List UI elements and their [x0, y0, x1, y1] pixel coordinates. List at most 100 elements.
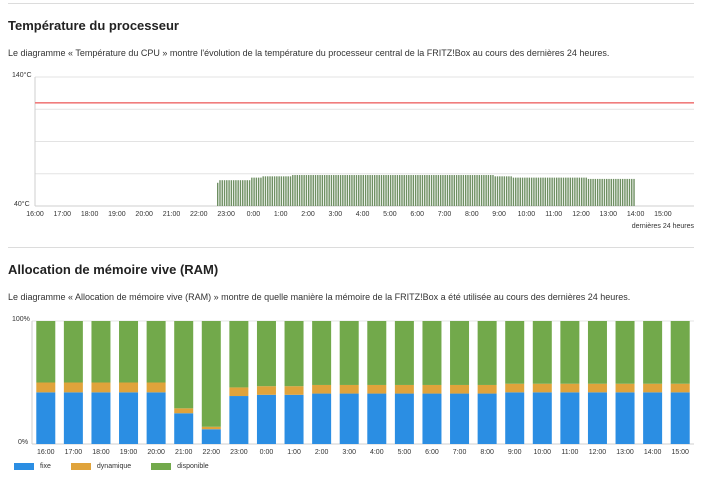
ram-bar-dynamique	[587, 383, 607, 393]
cpu-temp-bar	[348, 175, 351, 206]
cpu-temp-bar	[373, 175, 376, 206]
ram-section-description: Le diagramme « Allocation de mémoire viv…	[8, 292, 631, 302]
cpu-temp-bar	[298, 175, 301, 206]
cpu-temp-bar	[424, 175, 426, 206]
ram-bar-dynamique	[505, 383, 525, 393]
ram-bar-disponible	[312, 321, 332, 385]
cpu-temp-bar	[355, 175, 358, 206]
cpu-temp-bar	[369, 175, 371, 206]
cpu-x-tick-label: 21:00	[162, 211, 181, 218]
cpu-temp-bar	[540, 177, 542, 206]
ram-bar-disponible	[146, 321, 166, 383]
cpu-x-tick-label: 23:00	[217, 211, 235, 218]
cpu-temp-bar	[362, 175, 364, 206]
ram-bar-disponible	[284, 321, 304, 387]
cpu-temp-bar	[319, 175, 321, 206]
cpu-x-tick-label: 4:00	[355, 211, 370, 218]
cpu-temp-bar	[492, 175, 494, 206]
cpu-temp-bar	[537, 177, 540, 206]
ram-x-tick-label: 0:00	[259, 449, 274, 456]
cpu-temp-bar	[494, 176, 496, 206]
cpu-temp-bar	[439, 175, 442, 206]
cpu-section-title: Température du processeur	[8, 18, 179, 33]
cpu-temp-bar	[617, 178, 619, 206]
cpu-temp-bar	[601, 178, 603, 206]
cpu-temp-bar	[312, 175, 314, 206]
cpu-temp-bar	[267, 176, 269, 206]
cpu-temp-bar	[353, 175, 355, 206]
cpu-temp-bar	[487, 175, 490, 206]
ram-section-title: Allocation de mémoire vive (RAM)	[8, 262, 219, 277]
ram-bar-dynamique	[119, 382, 139, 393]
ram-x-tick-label: 14:00	[643, 449, 662, 456]
cpu-temp-bar	[535, 177, 537, 206]
cpu-temp-bar	[333, 175, 335, 206]
cpu-temp-bar	[408, 175, 410, 206]
cpu-x-tick-label: 5:00	[383, 211, 397, 218]
cpu-temp-bar	[592, 178, 594, 206]
legend-swatch-disponible	[151, 463, 172, 470]
ram-bar-disponible	[615, 321, 635, 384]
ram-bar-fixe	[146, 392, 166, 444]
cpu-x-tick-label: 1:00	[273, 211, 288, 218]
ram-x-tick-label: 23:00	[230, 449, 248, 456]
cpu-period-label: dernières 24 heures	[631, 223, 694, 230]
cpu-temp-bar	[585, 177, 587, 206]
ram-bar-disponible	[643, 321, 663, 384]
cpu-temp-bar	[301, 175, 303, 206]
ram-bar-disponible	[532, 321, 552, 384]
cpu-temp-bar	[503, 176, 506, 206]
ram-x-tick-label: 9:00	[507, 449, 522, 456]
cpu-temp-bar	[501, 176, 503, 206]
ram-bar-disponible	[256, 321, 276, 387]
cpu-temp-bar	[610, 178, 612, 206]
cpu-temp-bar	[446, 175, 449, 206]
cpu-temp-bar	[335, 175, 337, 206]
cpu-temp-bar	[328, 175, 330, 206]
cpu-temp-bar	[444, 175, 446, 206]
ram-bar-fixe	[91, 392, 111, 444]
cpu-temp-bar	[242, 180, 244, 206]
ram-x-tick-label: 5:00	[397, 449, 412, 456]
ram-bar-disponible	[477, 321, 497, 385]
legend-item-disponible: disponible	[151, 463, 209, 470]
cpu-temp-bar	[292, 175, 294, 206]
cpu-temp-bar	[449, 175, 451, 206]
cpu-temp-bar	[478, 175, 481, 206]
ram-bar-dynamique	[643, 383, 663, 393]
cpu-temp-bar	[294, 175, 296, 206]
cpu-temp-bar	[571, 177, 574, 206]
cpu-temp-bar	[628, 178, 631, 206]
ram-legend: fixe dynamique disponible	[14, 463, 229, 470]
cpu-temp-bar	[530, 177, 533, 206]
cpu-x-tick-label: 12:00	[572, 211, 590, 218]
cpu-x-tick-label: 16:00	[26, 211, 44, 218]
cpu-temp-bar	[239, 180, 242, 206]
ram-bar-disponible	[587, 321, 607, 384]
cpu-temp-bar	[248, 180, 251, 206]
cpu-temp-bar	[280, 176, 283, 206]
cpu-temp-bar	[603, 178, 606, 206]
cpu-temp-bar	[455, 175, 458, 206]
cpu-temp-bar	[392, 175, 394, 206]
ram-x-tick-label: 11:00	[561, 449, 579, 456]
cpu-temp-bar	[567, 177, 569, 206]
cpu-temp-bar	[553, 177, 556, 206]
ram-bar-disponible	[367, 321, 387, 385]
cpu-temp-bar	[246, 180, 248, 206]
cpu-temp-bar	[599, 178, 601, 206]
cpu-temp-bar	[244, 180, 246, 206]
cpu-temp-bar	[385, 175, 387, 206]
ram-bar-disponible	[394, 321, 414, 385]
cpu-temp-bar	[442, 175, 444, 206]
ram-bar-disponible	[339, 321, 359, 385]
cpu-temp-bar	[282, 176, 285, 206]
cpu-temp-bar	[358, 175, 360, 206]
cpu-temp-bar	[376, 175, 378, 206]
cpu-temp-bar	[344, 175, 346, 206]
ram-y-max-label: 100%	[12, 316, 30, 323]
ram-x-tick-label: 21:00	[174, 449, 193, 456]
cpu-x-tick-label: 20:00	[135, 211, 153, 218]
ram-x-tick-label: 19:00	[119, 449, 138, 456]
ram-bar-disponible	[229, 321, 249, 388]
